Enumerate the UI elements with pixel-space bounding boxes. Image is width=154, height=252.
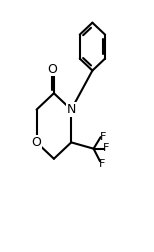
Text: O: O: [47, 63, 57, 76]
Text: N: N: [67, 103, 76, 116]
Text: O: O: [32, 136, 41, 149]
Text: F: F: [99, 159, 105, 169]
Text: F: F: [100, 132, 107, 142]
Text: F: F: [103, 143, 109, 153]
